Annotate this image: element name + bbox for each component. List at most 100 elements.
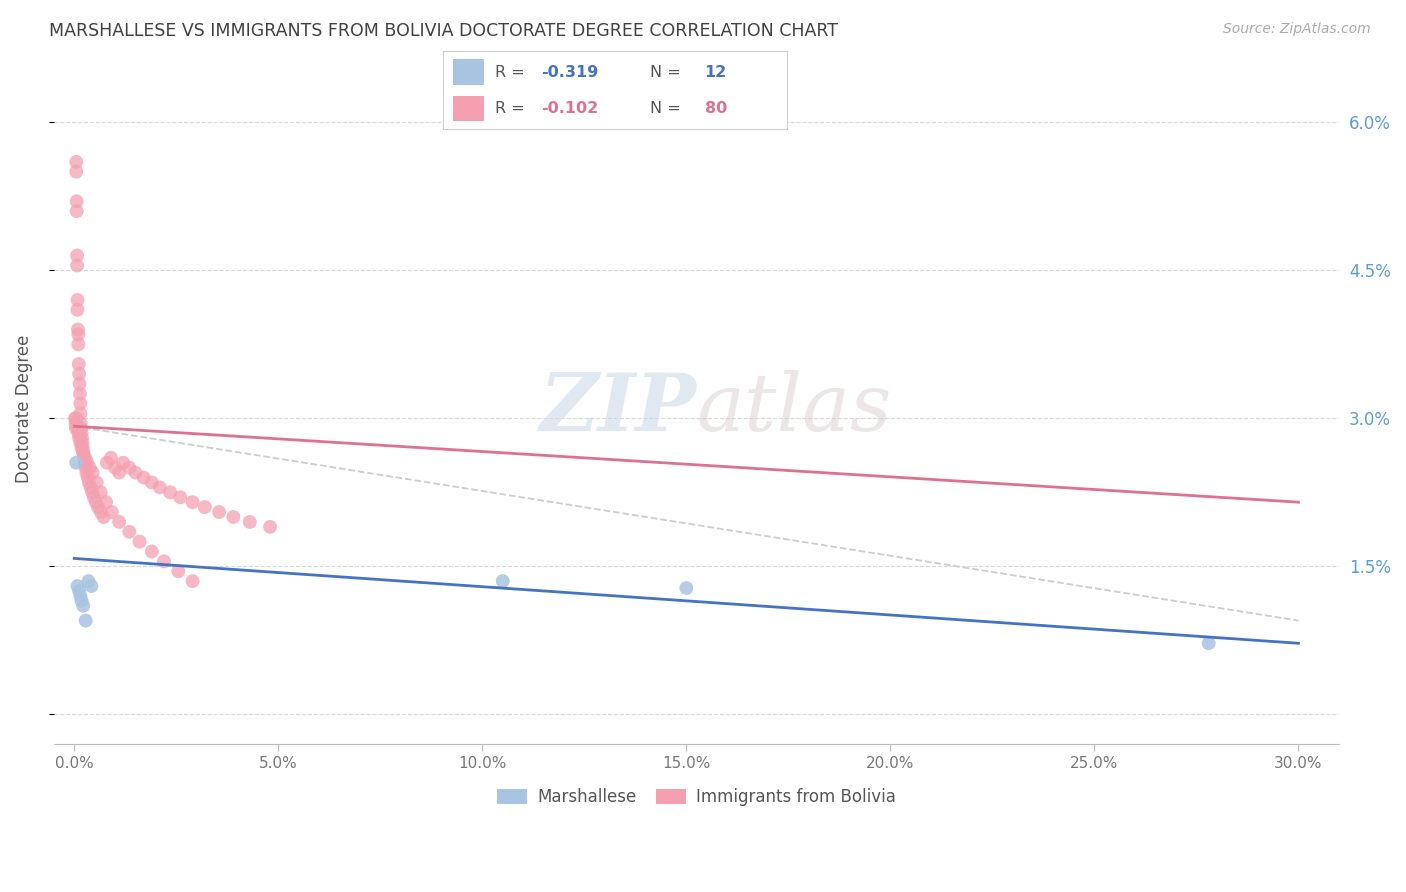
Point [66, 421, 89, 435]
Point [101, 505, 124, 519]
Point [492, 574, 515, 588]
Point [124, 466, 146, 480]
Point [67, 357, 90, 371]
Text: R =: R = [495, 102, 530, 117]
Point [75, 614, 97, 628]
Point [66, 322, 89, 336]
Text: N =: N = [650, 102, 686, 117]
Point [70, 421, 93, 435]
Point [66, 579, 89, 593]
Point [94, 495, 117, 509]
Point [67, 431, 90, 445]
Point [69, 416, 91, 430]
Point [167, 564, 190, 578]
Text: -0.319: -0.319 [541, 64, 599, 79]
Point [77, 574, 100, 588]
Point [87, 500, 110, 515]
Point [181, 495, 204, 509]
Point [259, 520, 281, 534]
Bar [453, 60, 484, 85]
Point [100, 450, 122, 465]
Point [66, 248, 89, 262]
Point [63, 411, 86, 425]
Point [76, 456, 98, 470]
Point [104, 460, 127, 475]
Point [83, 490, 105, 504]
Point [93, 510, 115, 524]
Point [65, 416, 87, 430]
Point [67, 584, 90, 599]
Point [75, 450, 97, 465]
Point [65, 421, 87, 435]
Text: N =: N = [650, 64, 686, 79]
Text: 80: 80 [704, 102, 727, 117]
Point [153, 554, 176, 568]
Point [675, 581, 697, 595]
Point [181, 574, 204, 588]
Point [70, 426, 93, 441]
Point [84, 495, 107, 509]
Point [65, 164, 87, 178]
Point [67, 426, 90, 441]
Point [222, 510, 245, 524]
Point [118, 460, 141, 475]
Point [169, 490, 191, 504]
Point [66, 259, 89, 273]
Point [112, 456, 135, 470]
Point [208, 505, 231, 519]
Point [80, 579, 103, 593]
Point [69, 386, 91, 401]
Point [72, 446, 94, 460]
Point [70, 594, 93, 608]
Point [69, 376, 91, 391]
Point [118, 524, 141, 539]
Point [194, 500, 217, 515]
Point [66, 204, 89, 219]
Point [86, 475, 108, 490]
Point [77, 475, 100, 490]
Text: -0.102: -0.102 [541, 102, 599, 117]
Point [69, 396, 91, 410]
Point [79, 460, 101, 475]
Point [141, 475, 163, 490]
Text: atlas: atlas [696, 369, 891, 447]
Point [108, 466, 131, 480]
Point [149, 480, 172, 494]
Point [141, 544, 163, 558]
Point [66, 302, 89, 317]
Point [67, 337, 90, 351]
Point [70, 431, 93, 445]
Point [73, 450, 96, 465]
Text: ZIP: ZIP [540, 369, 696, 447]
Point [82, 466, 104, 480]
Point [65, 456, 87, 470]
Bar [453, 96, 484, 121]
Point [1198, 636, 1220, 650]
Point [69, 589, 91, 603]
Text: MARSHALLESE VS IMMIGRANTS FROM BOLIVIA DOCTORATE DEGREE CORRELATION CHART: MARSHALLESE VS IMMIGRANTS FROM BOLIVIA D… [49, 22, 838, 40]
Point [72, 446, 94, 460]
Point [72, 441, 94, 455]
Point [66, 194, 89, 209]
Point [90, 485, 112, 500]
Point [159, 485, 181, 500]
Point [65, 411, 87, 425]
Point [108, 515, 131, 529]
Y-axis label: Doctorate Degree: Doctorate Degree [15, 334, 32, 483]
Text: Source: ZipAtlas.com: Source: ZipAtlas.com [1223, 22, 1371, 37]
Point [239, 515, 262, 529]
Point [73, 456, 96, 470]
Point [82, 485, 104, 500]
Point [72, 599, 94, 613]
Point [79, 480, 101, 494]
Point [90, 505, 112, 519]
Point [67, 367, 90, 381]
Legend: Marshallese, Immigrants from Bolivia: Marshallese, Immigrants from Bolivia [491, 781, 903, 813]
Point [72, 436, 94, 450]
Point [65, 154, 87, 169]
Point [76, 470, 98, 484]
Point [69, 406, 91, 420]
Text: R =: R = [495, 64, 530, 79]
Point [128, 534, 150, 549]
Point [75, 460, 97, 475]
